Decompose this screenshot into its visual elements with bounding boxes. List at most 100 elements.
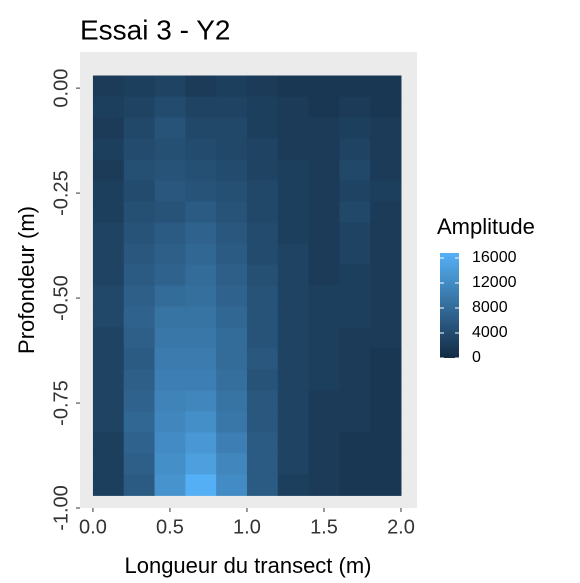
heat-cell bbox=[339, 474, 371, 496]
heat-cell bbox=[185, 264, 217, 286]
heat-cell bbox=[339, 96, 371, 119]
heat-cell bbox=[246, 327, 279, 349]
heat-cell bbox=[123, 474, 156, 496]
heat-cell bbox=[123, 117, 156, 139]
heat-cell bbox=[277, 117, 310, 139]
heat-cell bbox=[216, 390, 248, 412]
heat-cell bbox=[246, 306, 279, 328]
heat-cell bbox=[339, 264, 371, 286]
heat-cell bbox=[216, 348, 248, 370]
heat-cell bbox=[92, 285, 125, 307]
heat-cell bbox=[370, 138, 402, 160]
heat-cell bbox=[246, 96, 279, 119]
heat-cell bbox=[308, 390, 340, 412]
heat-cell bbox=[185, 285, 217, 307]
heat-cell bbox=[370, 96, 402, 119]
heat-cell bbox=[277, 180, 310, 202]
heat-cell bbox=[277, 243, 310, 265]
heat-cell bbox=[154, 222, 186, 244]
heat-cell bbox=[370, 348, 402, 370]
heat-cell bbox=[92, 222, 125, 244]
heat-cell bbox=[308, 138, 340, 160]
heat-cell bbox=[277, 222, 310, 244]
heat-cell bbox=[246, 264, 279, 286]
heat-cell bbox=[92, 180, 125, 202]
heat-cell bbox=[277, 327, 310, 349]
heat-cell bbox=[339, 159, 371, 181]
heat-cell bbox=[185, 75, 217, 98]
heat-cell bbox=[154, 75, 186, 98]
heat-cell bbox=[308, 306, 340, 328]
heat-cell bbox=[339, 138, 371, 160]
heat-cell bbox=[339, 243, 371, 265]
legend-tick-label: 12000 bbox=[472, 274, 517, 291]
heat-cell bbox=[216, 285, 248, 307]
heat-cell bbox=[277, 306, 310, 328]
heat-cell bbox=[92, 348, 125, 370]
heat-cell bbox=[154, 306, 186, 328]
heat-cell bbox=[154, 285, 186, 307]
heat-cell bbox=[370, 306, 402, 328]
heat-cell bbox=[154, 96, 186, 119]
heat-cell bbox=[185, 411, 217, 433]
heat-cell bbox=[339, 117, 371, 139]
heat-cell bbox=[370, 390, 402, 412]
legend-tick-label: 0 bbox=[472, 349, 481, 366]
heat-cell bbox=[216, 474, 248, 496]
heat-cell bbox=[339, 201, 371, 223]
chart-title: Essai 3 - Y2 bbox=[80, 14, 230, 45]
heat-cell bbox=[154, 117, 186, 139]
legend-tick-label: 8000 bbox=[472, 299, 508, 316]
heat-cell bbox=[277, 138, 310, 160]
heat-cell bbox=[339, 327, 371, 349]
heat-cell bbox=[246, 411, 279, 433]
x-tick-label: 2.0 bbox=[387, 516, 415, 538]
heat-cell bbox=[216, 453, 248, 475]
heat-cell bbox=[185, 180, 217, 202]
heat-cell bbox=[185, 96, 217, 119]
heat-cell bbox=[216, 159, 248, 181]
heat-cell bbox=[246, 285, 279, 307]
heat-cell bbox=[277, 369, 310, 391]
heat-cell bbox=[308, 411, 340, 433]
heat-cell bbox=[123, 201, 156, 223]
heat-cell bbox=[339, 222, 371, 244]
heat-cell bbox=[277, 453, 310, 475]
heat-cell bbox=[216, 369, 248, 391]
heat-cell bbox=[370, 327, 402, 349]
heat-cell bbox=[277, 432, 310, 454]
heat-cell bbox=[92, 75, 125, 98]
heat-cell bbox=[123, 432, 156, 454]
heat-cell bbox=[339, 348, 371, 370]
y-tick-label: 0.00 bbox=[50, 69, 72, 108]
heat-cell bbox=[277, 201, 310, 223]
heat-cell bbox=[216, 75, 248, 98]
heat-cell bbox=[92, 159, 125, 181]
heat-cell bbox=[246, 474, 279, 496]
heat-cell bbox=[308, 243, 340, 265]
heat-cell bbox=[123, 75, 156, 98]
heat-cell bbox=[216, 222, 248, 244]
heat-cell bbox=[92, 327, 125, 349]
heat-cell bbox=[370, 201, 402, 223]
heat-cell bbox=[370, 264, 402, 286]
heat-cell bbox=[277, 390, 310, 412]
heat-cell bbox=[339, 432, 371, 454]
heat-cell bbox=[216, 117, 248, 139]
x-axis-title: Longueur du transect (m) bbox=[124, 553, 371, 578]
heat-cell bbox=[308, 348, 340, 370]
heat-cell bbox=[216, 432, 248, 454]
heat-cell bbox=[123, 222, 156, 244]
heat-cell bbox=[185, 453, 217, 475]
heat-cell bbox=[339, 390, 371, 412]
heat-cell bbox=[339, 411, 371, 433]
y-tick-label: -0.25 bbox=[50, 170, 72, 216]
heat-cell bbox=[246, 75, 279, 98]
heat-cell bbox=[339, 75, 371, 98]
heat-cell bbox=[154, 369, 186, 391]
heat-cell bbox=[154, 138, 186, 160]
heat-cell bbox=[246, 369, 279, 391]
heat-cell bbox=[370, 222, 402, 244]
heat-cell bbox=[370, 75, 402, 98]
